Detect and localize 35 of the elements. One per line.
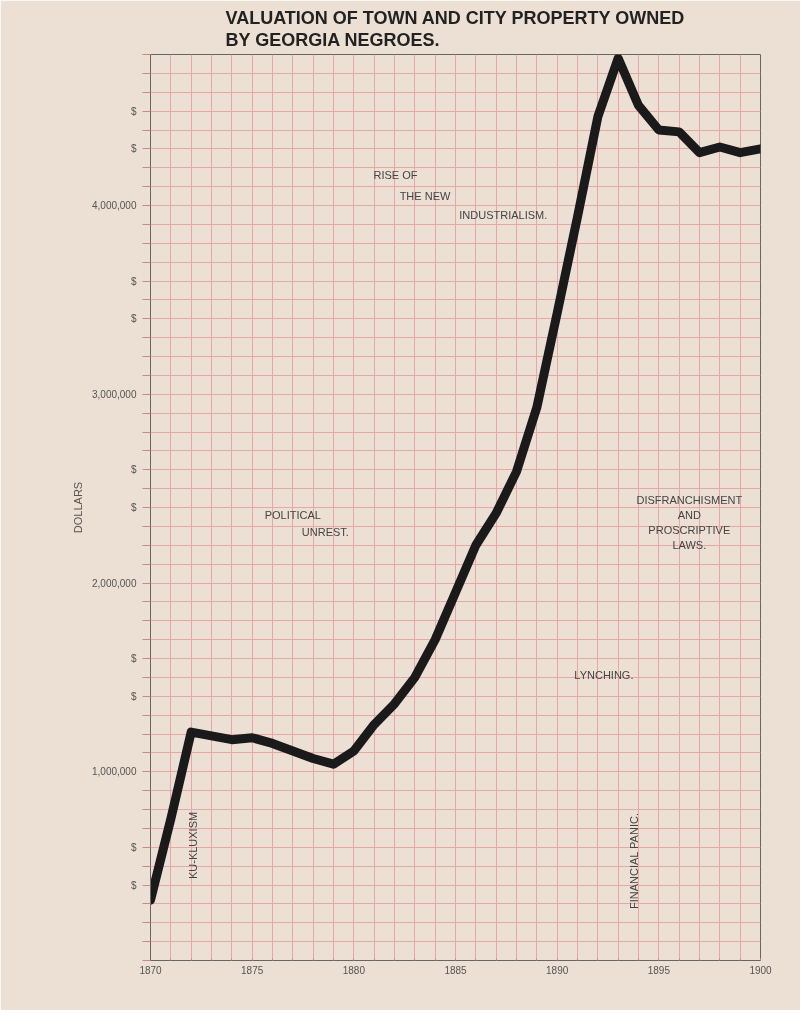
x-tick-label: 1880	[342, 964, 366, 976]
y-tick-label: $	[130, 464, 137, 476]
y-tick-label: $	[130, 690, 137, 702]
y-tick-label: $	[130, 879, 137, 891]
y-tick-label: $	[130, 143, 137, 155]
x-tick-label: 1900	[749, 964, 773, 976]
annotation: LAWS.	[672, 539, 707, 552]
y-tick-label: 2,000,000	[92, 577, 137, 589]
annotation: THE NEW	[399, 190, 451, 203]
annotation: RISE OF	[373, 169, 418, 182]
y-tick-label: $	[130, 653, 137, 664]
annotation: KU-KLUXISM	[187, 811, 200, 880]
x-tick-label: 1885	[444, 964, 468, 976]
annotation: PROSCRIPTIVE	[648, 524, 731, 537]
x-tick-label: 1895	[647, 964, 671, 976]
y-tick-label: $	[130, 275, 137, 287]
y-tick-label: $	[130, 841, 137, 853]
y-tick-label: $	[130, 105, 137, 117]
y-tick-label: 4,000,000	[92, 200, 137, 211]
annotation: FINANCIAL PANIC.	[628, 813, 641, 910]
y-tick-label: $	[130, 502, 137, 513]
annotation: LYNCHING.	[574, 669, 634, 682]
y-axis-title: DOLLARS	[72, 481, 85, 534]
y-tick-label: 3,000,000	[92, 388, 137, 400]
y-tick-label: $	[130, 313, 137, 325]
annotation: AND	[677, 509, 701, 522]
y-tick-label: 1,000,000	[92, 766, 137, 778]
x-tick-label: 1870	[139, 964, 163, 976]
annotation: INDUSTRIALISM.	[459, 208, 548, 221]
x-tick-label: 1875	[241, 964, 264, 976]
chart-title: VALUATION OF TOWN AND CITY PROPERTY OWNED BY GEORGIA NEGROES.	[225, 7, 685, 50]
annotation: DISFRANCHISMENT	[636, 493, 743, 506]
x-tick-label: 1890	[546, 964, 569, 976]
annotation: UNREST.	[301, 526, 349, 539]
annotation: POLITICAL	[264, 509, 321, 522]
